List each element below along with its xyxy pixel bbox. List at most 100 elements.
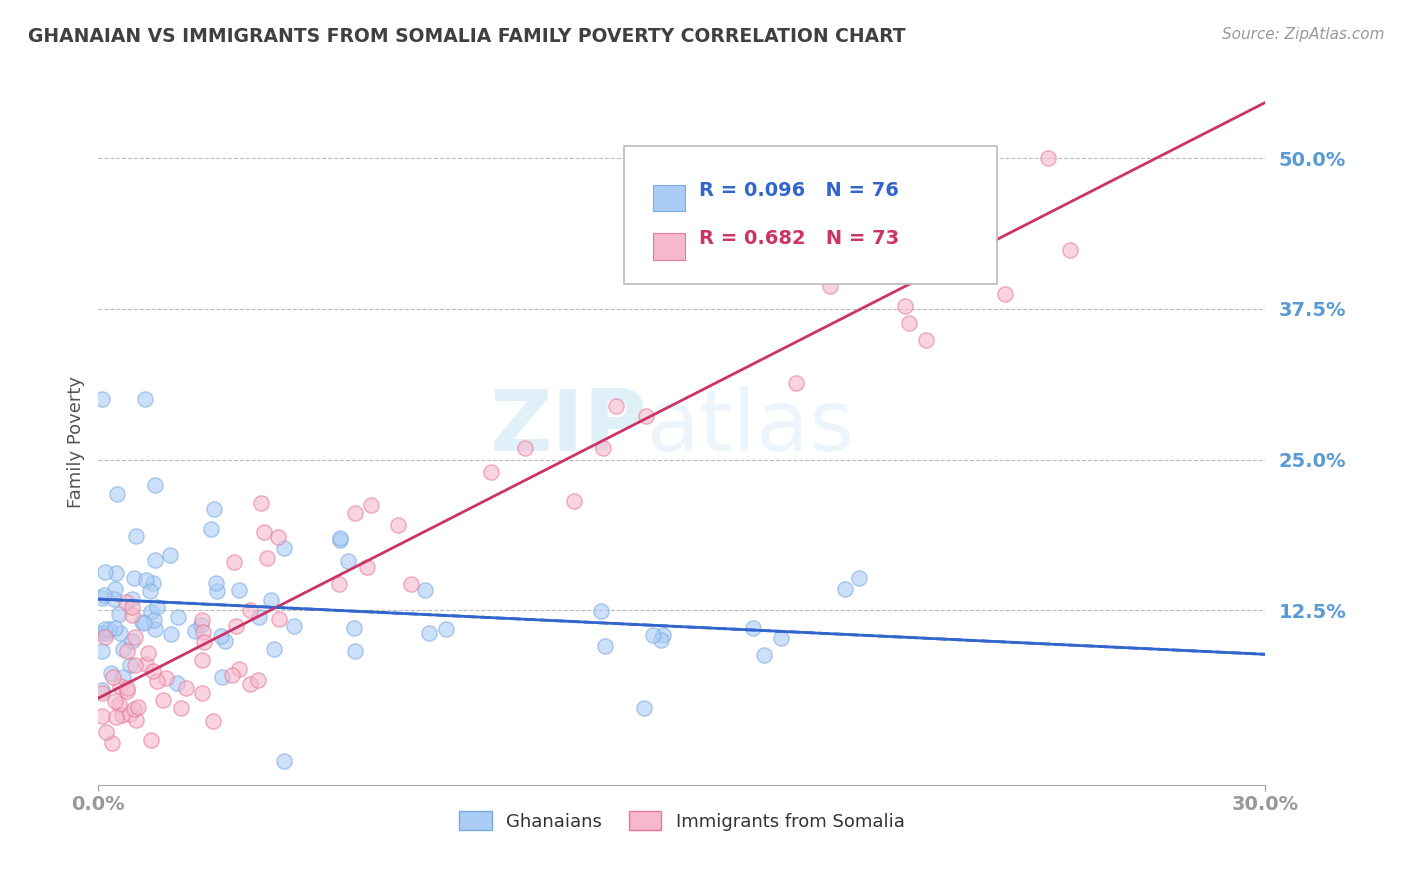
Point [605,399,627,413]
Point [115,683,138,698]
Y-axis label: Family Poverty: Family Poverty [66,376,84,508]
Point [283,619,305,633]
Point [143,622,166,636]
Point [343,506,366,520]
Point [785,376,807,390]
Point [111,670,134,684]
Point [209,629,232,643]
Point [211,671,233,685]
Point [633,701,655,715]
Text: atlas: atlas [647,386,855,469]
Point [142,665,165,679]
Point [190,617,212,632]
Point [134,392,156,407]
Point [121,592,143,607]
Point [104,694,127,708]
Point [328,577,350,591]
Point [91,685,114,699]
Point [91,591,114,606]
Point [752,648,775,662]
Point [183,624,205,638]
Point [228,582,250,597]
FancyBboxPatch shape [652,233,685,260]
Point [104,566,127,581]
Point [214,634,236,648]
Point [263,642,285,657]
Point [247,673,270,688]
Point [112,642,135,657]
Point [267,530,290,544]
Text: ZIP: ZIP [489,386,647,469]
Point [191,686,214,700]
Point [1036,152,1059,166]
Point [139,584,162,599]
Point [170,701,193,715]
Point [593,639,616,653]
Point [900,240,922,254]
Point [94,622,117,636]
FancyBboxPatch shape [652,185,685,211]
Point [146,599,169,614]
Point [100,666,122,681]
Point [896,252,918,267]
Point [117,681,139,695]
Point [124,529,146,543]
Point [91,682,114,697]
Point [273,541,295,555]
Point [994,287,1017,301]
Point [592,442,614,456]
Point [103,592,125,607]
Point [200,523,222,537]
Point [135,657,157,672]
Point [91,392,114,407]
Point [160,627,183,641]
Legend: Ghanaians, Immigrants from Somalia: Ghanaians, Immigrants from Somalia [451,804,912,838]
Point [155,672,177,686]
Point [108,679,131,693]
Point [122,571,145,585]
Point [127,699,149,714]
Point [267,612,290,626]
Point [239,677,262,691]
Point [139,605,162,619]
Point [94,724,117,739]
Point [915,333,938,347]
Point [239,602,262,616]
Point [114,595,136,609]
Point [205,575,228,590]
Point [105,709,128,723]
Point [228,662,250,676]
Point [124,630,146,644]
Text: GHANAIAN VS IMMIGRANTS FROM SOMALIA FAMILY POVERTY CORRELATION CHART: GHANAIAN VS IMMIGRANTS FROM SOMALIA FAMI… [28,27,905,45]
Point [121,607,143,622]
Point [98,622,121,636]
Point [152,692,174,706]
Point [191,653,214,667]
Point [329,532,352,546]
Point [222,556,245,570]
Point [247,610,270,624]
Point [589,603,612,617]
Point [253,524,276,539]
Point [418,626,440,640]
Point [159,549,181,563]
Point [770,631,793,645]
Point [651,628,673,642]
Point [848,571,870,585]
Point [166,676,188,690]
Point [166,610,188,624]
Point [143,553,166,567]
Point [260,592,283,607]
Point [105,486,128,500]
Point [636,409,658,424]
Point [124,657,146,672]
Point [143,477,166,491]
Point [641,627,664,641]
Point [787,248,810,262]
Point [356,560,378,574]
Point [142,575,165,590]
Point [360,499,382,513]
Point [176,681,198,695]
Point [146,673,169,688]
Point [91,644,114,658]
